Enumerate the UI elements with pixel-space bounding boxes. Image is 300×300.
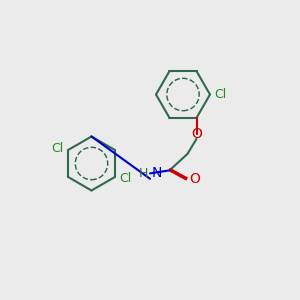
Text: Cl: Cl xyxy=(214,88,227,101)
Text: H: H xyxy=(139,167,148,180)
Text: Cl: Cl xyxy=(119,172,132,185)
Text: Cl: Cl xyxy=(51,142,64,155)
Text: N: N xyxy=(152,167,162,180)
Text: O: O xyxy=(190,172,200,186)
Text: O: O xyxy=(191,128,202,141)
